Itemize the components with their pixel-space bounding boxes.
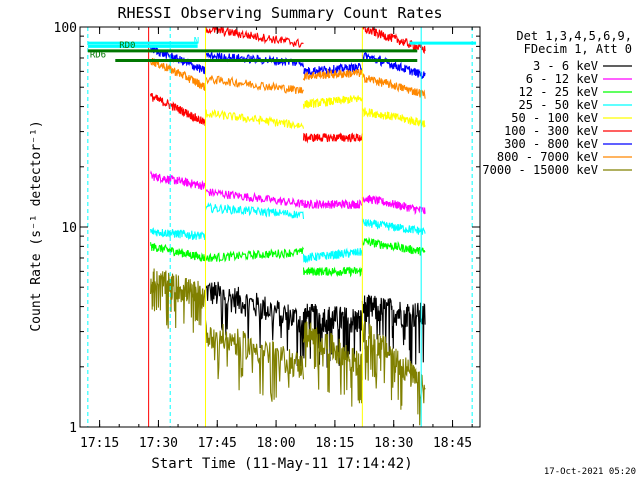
series-line-300-800-kev-orbit-1	[150, 45, 207, 75]
legend-label-2: 6 - 12 keV	[526, 72, 598, 86]
series-line-6-12-kev-orbit-4	[361, 194, 426, 216]
series-line-12-25-kev-orbit-1	[150, 242, 207, 263]
series-line-6-12-kev-orbit-2	[204, 188, 304, 208]
legend-label-9: 7000 - 15000 keV	[482, 163, 598, 177]
x-tick-label-5: 18:15	[315, 436, 354, 451]
series-line-3-6-kev-orbit-4	[361, 294, 426, 366]
x-tick-label-4: 18:00	[257, 436, 296, 451]
legend-label-5: 50 - 100 keV	[511, 111, 598, 125]
series-line-6-12-kev-orbit-1	[150, 170, 206, 190]
legend-label-4: 25 - 50 keV	[519, 98, 598, 112]
x-tick-label-1: 17:15	[80, 436, 119, 451]
series-line-100-300-kev-orbit-2	[205, 27, 304, 48]
legend-label-1: 3 - 6 keV	[533, 59, 598, 73]
series-line-300-800-kev-orbit-4	[361, 51, 426, 79]
x-tick-label-2: 17:30	[139, 436, 178, 451]
y-tick-label-1: 1	[69, 421, 77, 436]
series-line-3-6-kev-orbit-3	[302, 303, 363, 368]
x-tick-label-6: 18:30	[374, 436, 413, 451]
series-line-7000-15000-kev-orbit-4	[361, 321, 426, 426]
y-axis-label: Count Rate (s⁻¹ detector⁻¹)	[29, 120, 44, 331]
series-line-7000-15000-kev-orbit-1	[150, 268, 207, 333]
series-line-50-100-kev-orbit-4	[362, 107, 426, 128]
series-line-100-300-kev-orbit-4	[362, 27, 426, 55]
x-tick-label-7: 18:45	[433, 436, 472, 451]
y-tick-label-2: 10	[61, 221, 77, 236]
legend-header-line-2: FDecim 1, Att 0	[524, 42, 632, 56]
series-line-25-50-kev-orbit-3	[302, 247, 363, 264]
series-line-800-7000-kev-orbit-3	[302, 68, 363, 82]
series-line-25-50-kev-orbit-1	[150, 227, 207, 241]
series-line-3-6-kev-orbit-2	[205, 281, 305, 367]
y-tick-label-3: 100	[54, 21, 77, 36]
series-line-12-25-kev-orbit-2	[204, 246, 304, 263]
series-line-6-12-kev-orbit-3	[302, 198, 363, 210]
series-line-25-50-kev-orbit-4	[361, 218, 426, 235]
series-line-800-7000-kev-orbit-1	[150, 57, 207, 91]
series-line-25-50-kev-orbit-2	[204, 202, 305, 220]
series-line-100-300-kev-orbit-1	[150, 93, 207, 126]
series-line-12-25-kev-orbit-4	[361, 236, 426, 256]
series-line-100-300-kev-orbit-3	[302, 132, 363, 144]
series-line-800-7000-kev-orbit-2	[205, 75, 304, 94]
x-tick-label-3: 17:45	[198, 436, 237, 451]
series-line-50-100-kev-orbit-2	[205, 108, 305, 130]
series-line-7000-15000-kev-orbit-3	[302, 321, 363, 407]
series-line-7000-15000-kev-orbit-2	[204, 319, 305, 402]
series-line-12-25-kev-orbit-3	[302, 266, 363, 278]
legend-label-7: 300 - 800 keV	[504, 137, 598, 151]
flag-label-n: N	[194, 36, 199, 46]
legend-label-6: 100 - 300 keV	[504, 124, 598, 138]
footer-date: 17-Oct-2021 05:20	[544, 467, 636, 477]
x-axis-label: Start Time (11-May-11 17:14:42)	[151, 456, 412, 472]
legend-label-8: 800 - 7000 keV	[497, 150, 598, 164]
series-line-50-100-kev-orbit-3	[302, 95, 363, 109]
series-line-800-7000-kev-orbit-4	[361, 73, 426, 99]
flag-label-rd0: RD0	[119, 41, 135, 51]
legend-header-line-1: Det 1,3,4,5,6,9,	[516, 29, 632, 43]
flag-label-rd6: RD6	[90, 50, 106, 60]
chart-title: RHESSI Observing Summary Count Rates	[117, 4, 442, 22]
legend-label-3: 12 - 25 keV	[519, 85, 598, 99]
